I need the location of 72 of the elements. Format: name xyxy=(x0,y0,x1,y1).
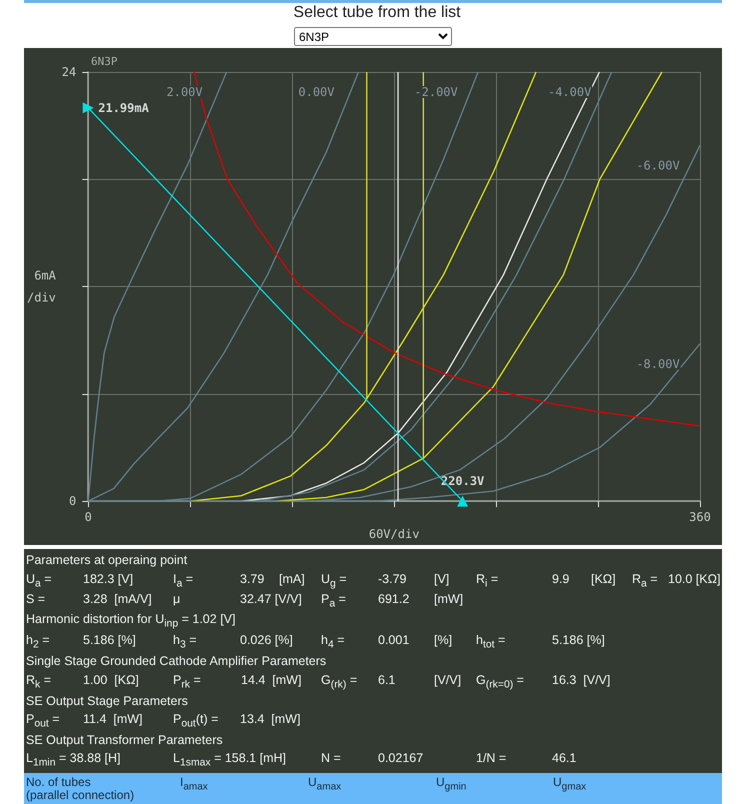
text: SE Output Transformer Parameters xyxy=(26,733,223,747)
text: R$_{a}$ = xyxy=(632,572,658,590)
text: No. of tubes (parallel connection) xyxy=(26,775,134,802)
text: P$_{out}$(t) = xyxy=(173,712,218,730)
text: 3.28 [mA/V] xyxy=(83,592,152,606)
text: Single Stage Grounded Cathode Amplifier Parameters xyxy=(26,654,326,668)
text: G$_{(rk)}$ = xyxy=(321,673,358,690)
text: S = xyxy=(26,592,46,606)
series-label: 2.00V xyxy=(166,85,203,99)
text: 14.4 [mW] xyxy=(241,673,302,687)
text: 0.001 xyxy=(378,633,410,647)
text: h$_{3}$ = xyxy=(173,633,197,650)
text: U$_{g}$ = xyxy=(321,572,347,590)
text: P$_{a}$ = xyxy=(321,592,346,610)
text: [V] xyxy=(434,572,450,586)
text: h$_{tot}$ = xyxy=(476,633,506,650)
text: 9.9 xyxy=(552,572,570,586)
text: 6N3P xyxy=(294,27,452,46)
text: 5.186 [%] xyxy=(83,633,136,647)
text: 10.0 [KΩ] xyxy=(668,572,720,586)
text: 16.3 [V/V] xyxy=(552,673,610,687)
text: Parameters at operaing point xyxy=(26,553,188,567)
text: G$_{(rk=0)}$ = xyxy=(476,673,524,690)
series-label: -4.00V xyxy=(548,85,592,99)
text: μ xyxy=(173,592,180,606)
text: N = xyxy=(321,751,341,765)
text: [mW] xyxy=(434,592,464,606)
text: [V/V] xyxy=(434,673,462,687)
text: L$_{1min}$ = 38.88 [H] xyxy=(26,751,120,768)
text: [%] xyxy=(434,633,452,647)
text: P$_{out}$ = xyxy=(26,712,60,730)
text: h$_{2}$ = xyxy=(26,633,50,650)
series-label: -6.00V xyxy=(636,158,680,172)
series-label: -2.00V xyxy=(414,85,458,99)
text: L$_{1smax}$ = 158.1 [mH] xyxy=(173,751,286,768)
text: 13.4 [mW] xyxy=(240,712,300,726)
text: I$_{a}$ = xyxy=(173,572,194,590)
series-label: 0.00V xyxy=(298,85,334,99)
series-label: -8.00V xyxy=(636,356,680,371)
text: 0.02167 xyxy=(378,751,424,765)
y-tick-label: 24 xyxy=(62,65,76,79)
text: R$_{i}$ = xyxy=(476,572,498,590)
text: h$_{4}$ = xyxy=(321,633,345,650)
text: 11.4 [mW] xyxy=(83,712,143,726)
text: [KΩ] xyxy=(591,572,616,586)
text: SE Output Stage Parameters xyxy=(26,694,188,708)
text: 691.2 xyxy=(378,592,410,606)
x-axis-title: 60V/div xyxy=(368,527,420,541)
text: Harmonic distortion for U$_{inp}$ = 1.02 [V] xyxy=(26,612,236,630)
text: [mA] xyxy=(279,572,305,586)
text: U$_{a}$ = xyxy=(26,572,52,590)
text: 182.3 [V] xyxy=(83,572,134,586)
text: 32.47 [V/V] xyxy=(240,592,302,606)
text: 6.1 xyxy=(378,673,396,687)
text: U$_{amax}$ xyxy=(308,775,342,792)
text: -3.79 xyxy=(378,572,406,586)
text: I$_{amax}$ xyxy=(180,775,208,792)
text: 1.00 [KΩ] xyxy=(83,673,139,687)
y-axis-title: 6mA /div xyxy=(26,268,57,305)
text: 0.026 [%] xyxy=(240,633,293,647)
chart-title: 6N3P xyxy=(91,55,118,68)
text: 1/N = xyxy=(476,751,506,765)
text: P$_{rk}$ = xyxy=(173,673,201,690)
annotation: 21.99mA xyxy=(98,100,150,115)
x-tick-label: 360 xyxy=(689,510,711,524)
text: U$_{gmax}$ xyxy=(553,775,586,792)
text: U$_{gmin}$ xyxy=(436,775,466,792)
text: R$_{k}$ = xyxy=(26,673,52,690)
text: 46.1 xyxy=(552,751,576,765)
text: 3.79 xyxy=(240,572,264,586)
text: Select tube from the list xyxy=(292,4,462,22)
text: 5.186 [%] xyxy=(552,633,605,647)
